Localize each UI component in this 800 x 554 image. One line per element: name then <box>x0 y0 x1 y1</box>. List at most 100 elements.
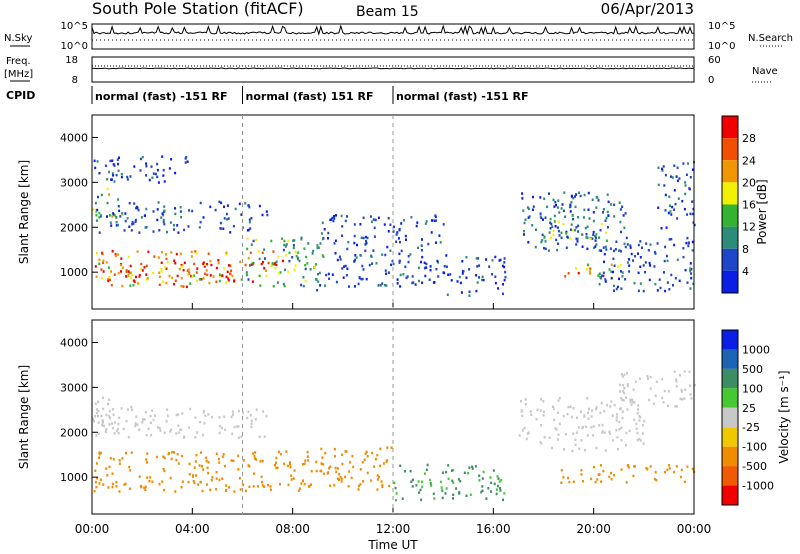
heatmap-cell <box>426 463 429 467</box>
heatmap-cell <box>581 233 584 236</box>
heatmap-cell <box>153 255 156 258</box>
heatmap-cell <box>604 449 607 452</box>
heatmap-cell <box>99 478 102 481</box>
heatmap-cell <box>98 456 100 459</box>
heatmap-cell <box>476 265 479 268</box>
heatmap-cell <box>602 469 605 473</box>
heatmap-cell <box>195 252 198 255</box>
heatmap-cell <box>193 481 196 485</box>
heatmap-cell <box>618 428 621 431</box>
heatmap-cell <box>134 424 137 428</box>
heatmap-cell <box>363 458 366 462</box>
heatmap-cell <box>240 435 243 438</box>
heatmap-cell <box>373 226 376 230</box>
heatmap-cell <box>620 468 623 471</box>
heatmap-cell <box>680 388 683 392</box>
heatmap-cell <box>639 256 642 259</box>
heatmap-cell <box>347 240 350 244</box>
heatmap-cell <box>320 462 323 465</box>
heatmap-cell <box>209 274 212 277</box>
heatmap-cell <box>170 428 173 432</box>
heatmap-cell <box>306 455 309 458</box>
velocity-cells <box>92 370 696 502</box>
heatmap-cell <box>177 231 180 234</box>
heatmap-cell <box>357 488 360 491</box>
heatmap-cell <box>304 263 307 267</box>
heatmap-cell <box>94 480 97 484</box>
heatmap-cell <box>231 432 234 436</box>
heatmap-cell <box>656 242 659 245</box>
heatmap-cell <box>163 222 166 226</box>
heatmap-cell <box>524 398 527 401</box>
heatmap-cell <box>385 272 388 275</box>
heatmap-cell <box>245 271 248 274</box>
heatmap-cell <box>580 439 583 442</box>
heatmap-cell <box>174 171 177 175</box>
heatmap-cell <box>180 215 183 219</box>
colorbar-frame <box>721 115 739 294</box>
heatmap-cell <box>209 205 212 209</box>
heatmap-cell <box>612 257 615 261</box>
heatmap-cell <box>624 278 627 281</box>
heatmap-cell <box>636 431 639 435</box>
heatmap-cell <box>572 407 575 410</box>
heatmap-cell <box>564 275 567 278</box>
freq-label: Freq. <box>6 56 31 67</box>
heatmap-cell <box>673 164 676 167</box>
heatmap-cell <box>204 263 207 266</box>
heatmap-cell <box>374 218 377 222</box>
heatmap-cell <box>104 430 107 434</box>
heatmap-cell <box>376 474 379 477</box>
heatmap-cell <box>469 493 472 496</box>
heatmap-cell <box>622 214 625 217</box>
heatmap-cell <box>187 225 190 228</box>
x-tick-label: 20:00 <box>576 522 611 536</box>
heatmap-cell <box>359 223 362 226</box>
nsearch-tick-bottom: 10^0 <box>708 41 735 52</box>
heatmap-cell <box>111 407 114 411</box>
heatmap-cell <box>503 492 506 495</box>
heatmap-cell <box>434 214 437 217</box>
heatmap-cell <box>118 209 121 213</box>
heatmap-cell <box>98 451 101 454</box>
heatmap-cell <box>141 269 144 272</box>
heatmap-cell <box>667 211 670 215</box>
heatmap-cell <box>485 258 488 261</box>
colorbar-swatch <box>722 466 738 486</box>
heatmap-cell <box>347 485 350 488</box>
heatmap-cell <box>682 162 685 165</box>
heatmap-cell <box>502 292 504 296</box>
beam-label: Beam 15 <box>356 4 419 20</box>
heatmap-cell <box>637 289 640 293</box>
heatmap-cell <box>557 199 560 202</box>
heatmap-cell <box>584 448 586 452</box>
heatmap-cell <box>110 270 112 273</box>
heatmap-cell <box>317 246 320 249</box>
heatmap-cell <box>606 403 609 407</box>
heatmap-cell <box>633 465 636 468</box>
heatmap-cell <box>672 284 674 287</box>
heatmap-cell <box>333 447 336 451</box>
heatmap-cell <box>331 273 334 276</box>
heatmap-cell <box>495 488 498 491</box>
heatmap-cell <box>578 191 580 194</box>
heatmap-cell <box>608 268 611 271</box>
heatmap-cell <box>392 262 395 266</box>
heatmap-cell <box>551 405 554 408</box>
heatmap-cell <box>188 272 191 276</box>
velocity-colorbar-label: Velocity [m s⁻¹] <box>777 370 791 463</box>
heatmap-cell <box>489 490 492 493</box>
heatmap-cell <box>279 271 282 274</box>
heatmap-cell <box>364 235 367 239</box>
heatmap-cell <box>136 250 139 253</box>
heatmap-cell <box>217 259 220 262</box>
heatmap-cell <box>502 498 504 502</box>
heatmap-cell <box>251 280 254 283</box>
heatmap-cell <box>327 231 330 235</box>
heatmap-cell <box>476 281 479 284</box>
heatmap-cell <box>425 262 428 266</box>
heatmap-cell <box>628 258 630 261</box>
figure-title: South Pole Station (fitACF) <box>92 0 304 18</box>
heatmap-cell <box>315 460 318 464</box>
